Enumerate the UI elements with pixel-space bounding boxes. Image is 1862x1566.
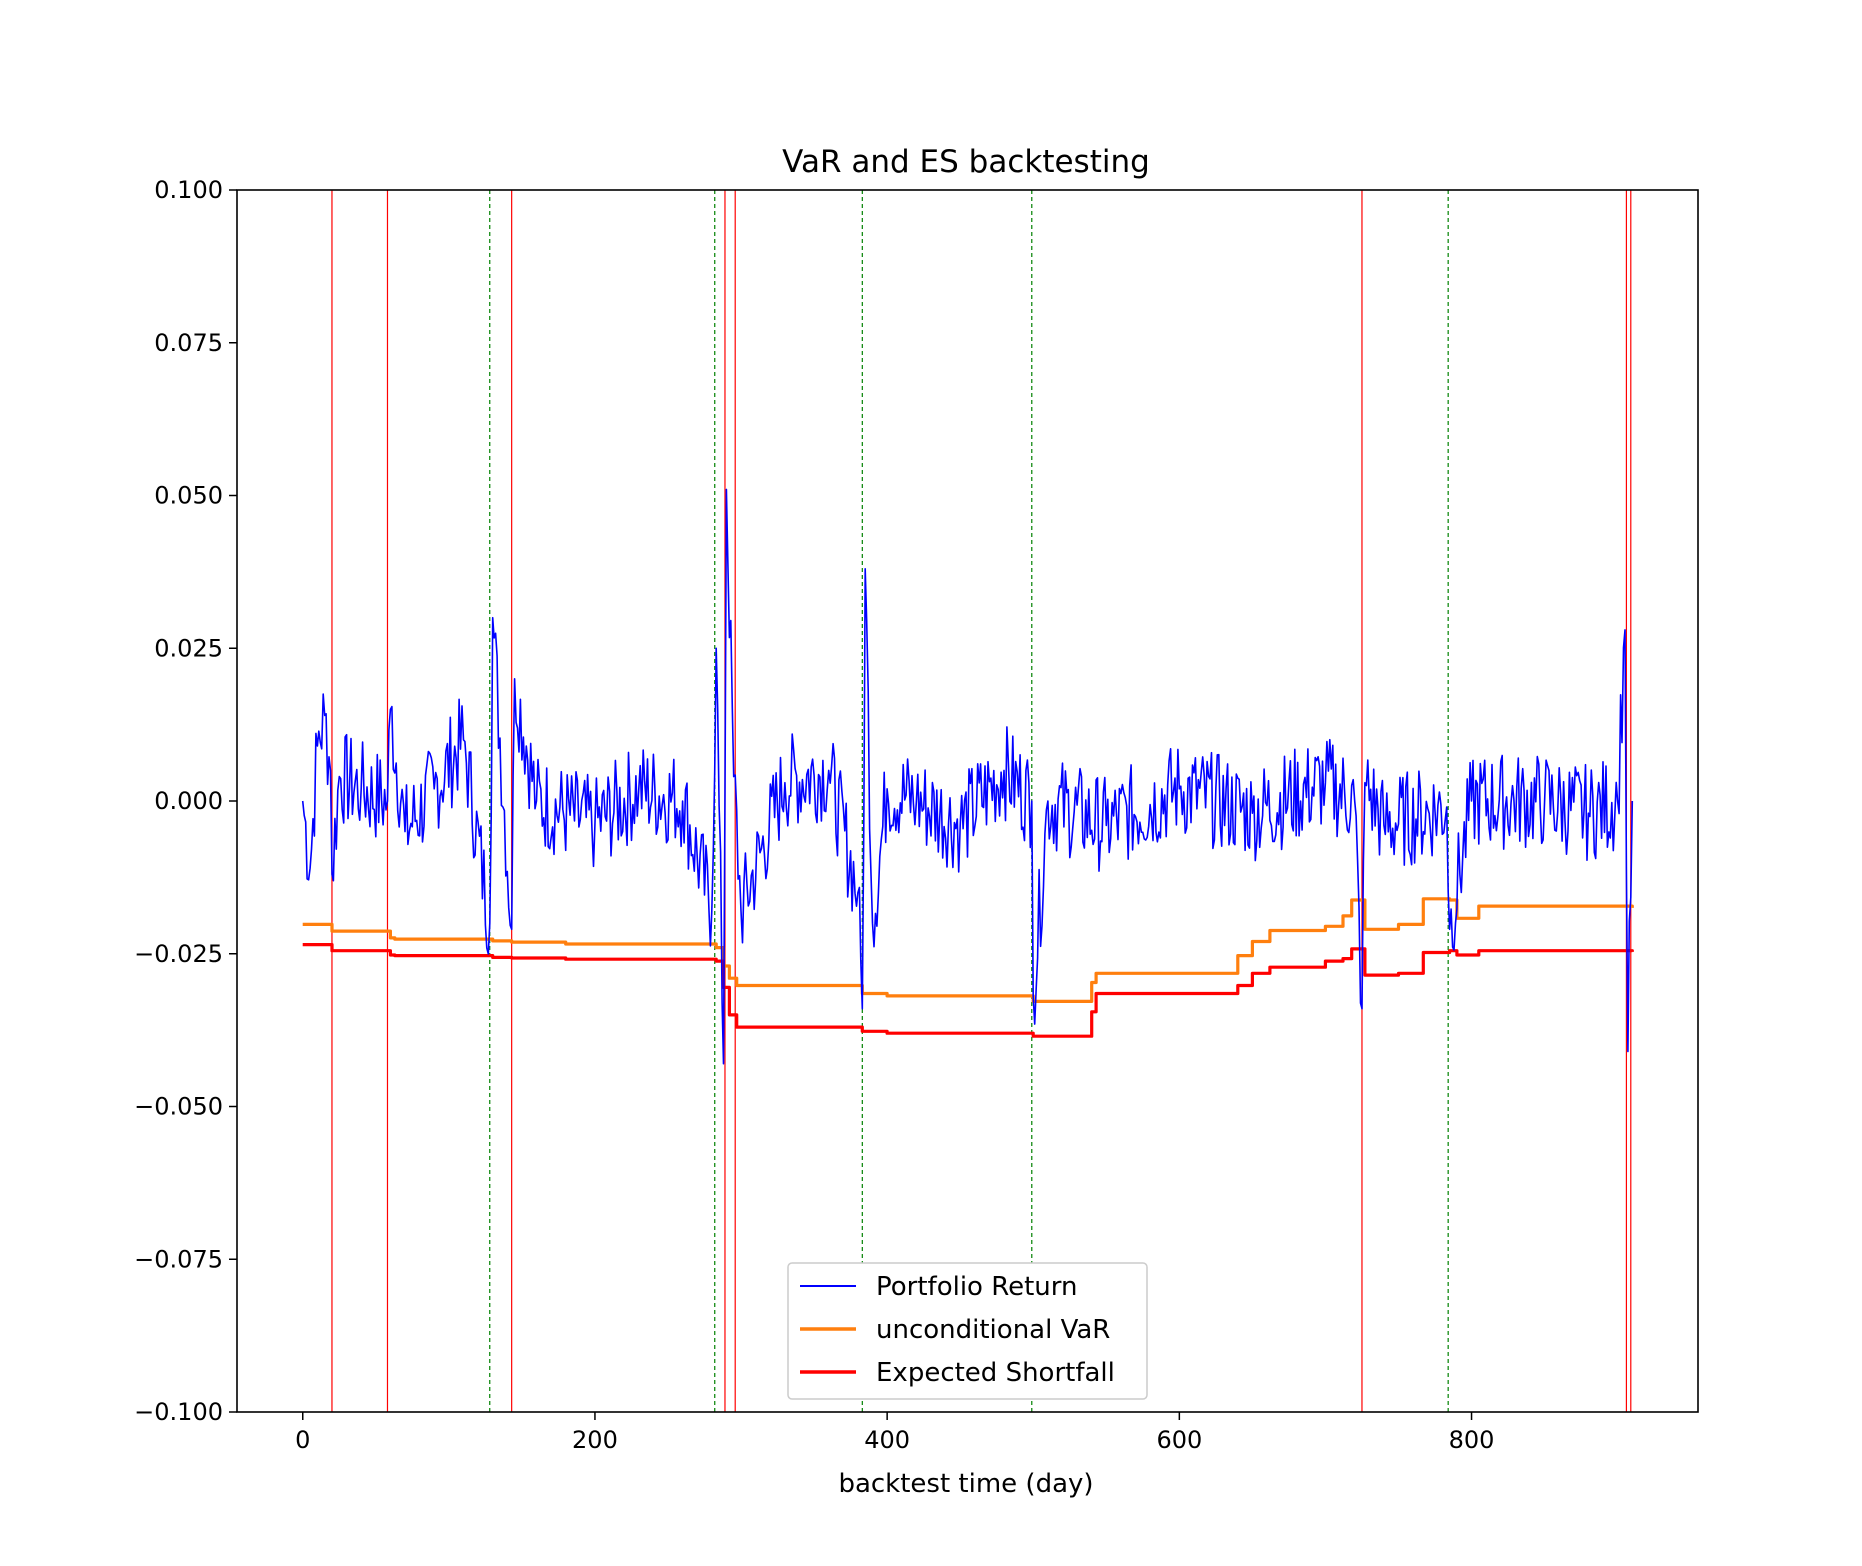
- x-axis-title: backtest time (day): [838, 1469, 1093, 1499]
- y-tick-label: −0.100: [134, 1398, 223, 1426]
- y-tick-label: 0.075: [154, 329, 223, 357]
- legend-box: [787, 1262, 1148, 1400]
- x-tick-label: 0: [295, 1426, 310, 1454]
- y-tick-label: 0.050: [154, 482, 223, 510]
- x-tick-label: 400: [864, 1426, 910, 1454]
- x-tick-label: 800: [1449, 1426, 1495, 1454]
- x-tick-label: 200: [572, 1426, 618, 1454]
- legend-label-expected-shortfall: Expected Shortfall: [876, 1358, 1115, 1388]
- series-layer: [301, 488, 1634, 1065]
- x-axis: 0 200 400 600 800: [295, 1412, 1494, 1454]
- y-tick-label: 0.025: [154, 634, 223, 662]
- y-tick-label: −0.050: [134, 1093, 223, 1121]
- series-line-expected-shortfall: [302, 943, 1634, 1038]
- legend-label-portfolio-return: Portfolio Return: [876, 1272, 1078, 1302]
- x-tick-label: 600: [1156, 1426, 1202, 1454]
- y-tick-label: 0.100: [154, 176, 223, 204]
- y-tick-label: −0.075: [134, 1245, 223, 1273]
- chart-title: VaR and ES backtesting: [782, 144, 1150, 180]
- series-line-portfolio-return: [301, 488, 1634, 1065]
- legend: Portfolio Return unconditional VaR Expec…: [787, 1262, 1148, 1400]
- y-tick-label: −0.025: [134, 940, 223, 968]
- y-axis: 0.100 0.075 0.050 0.025 0.000 −0.025 −0.050 −0.…: [134, 176, 237, 1426]
- legend-label-unconditional-var: unconditional VaR: [876, 1315, 1110, 1345]
- plot-background: [237, 190, 1698, 1412]
- series-line-unconditional-var: [302, 897, 1634, 1003]
- y-tick-label: 0.000: [154, 787, 223, 815]
